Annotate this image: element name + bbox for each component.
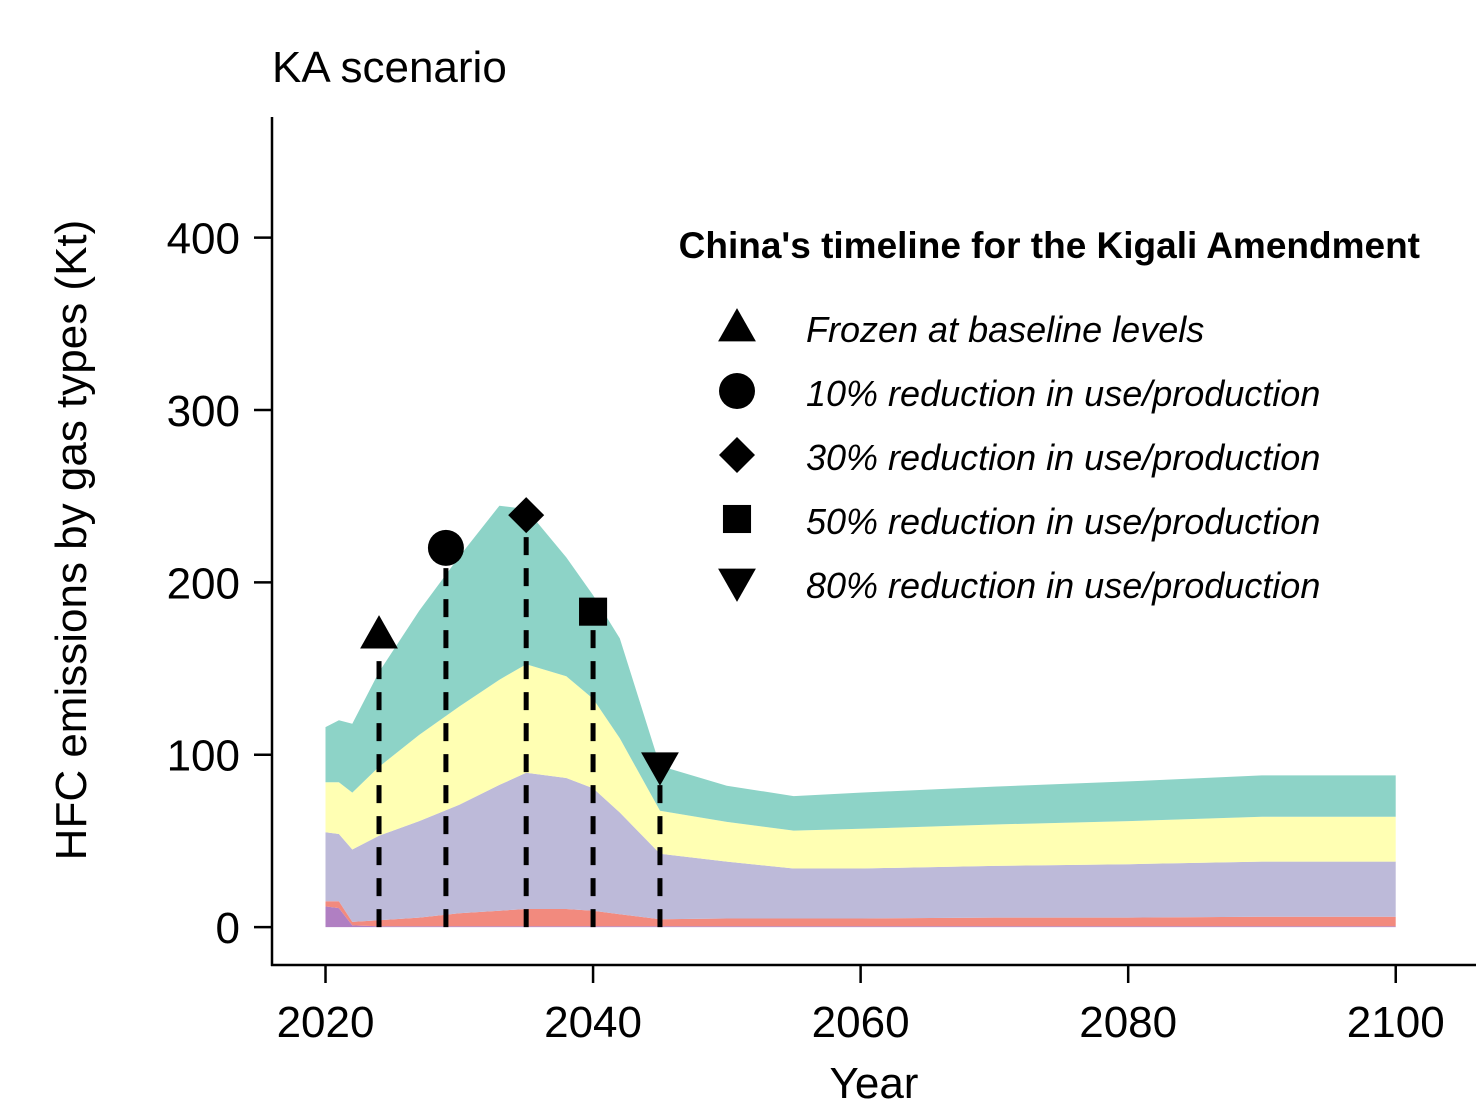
legend-item-label: 30% reduction in use/production	[806, 437, 1320, 478]
legend-marker-diamond	[719, 437, 755, 473]
y-tick-label: 0	[216, 904, 240, 953]
timeline-marker-square	[579, 597, 608, 626]
y-axis-ticks: 0 100 200 300 400	[167, 215, 272, 953]
x-tick-label: 2080	[1079, 998, 1177, 1047]
legend-item-label: 10% reduction in use/production	[806, 373, 1320, 414]
legend-item-label: Frozen at baseline levels	[806, 309, 1204, 350]
legend-marker-triangle-up	[718, 308, 756, 342]
timeline-marker-diamond	[508, 497, 545, 534]
area-series-5	[325, 505, 1396, 831]
chart-title: KA scenario	[272, 43, 507, 92]
y-tick-label: 200	[167, 559, 240, 608]
y-tick-label: 400	[167, 215, 240, 264]
timeline-dashed-lines	[376, 515, 663, 928]
x-tick-label: 2040	[544, 998, 642, 1047]
x-tick-label: 2060	[812, 998, 910, 1047]
legend-items: Frozen at baseline levels 10% reduction i…	[718, 308, 1320, 606]
y-tick-label: 100	[167, 732, 240, 781]
y-axis-label: HFC emissions by gas types (Kt)	[47, 220, 96, 861]
timeline-marker-triangle-down	[641, 752, 679, 786]
timeline-marker-triangle-up	[360, 615, 398, 649]
legend-item-label: 80% reduction in use/production	[806, 565, 1320, 606]
x-axis-ticks: 2020 2040 2060 2080 2100	[277, 965, 1445, 1047]
timeline-marker-circle	[427, 529, 464, 566]
x-tick-label: 2100	[1347, 998, 1445, 1047]
x-tick-label: 2020	[277, 998, 375, 1047]
area-series-4	[325, 664, 1396, 869]
legend-marker-triangle-down	[718, 568, 756, 602]
timeline-legend: China's timeline for the Kigali Amendmen…	[679, 225, 1420, 606]
timeline-markers	[360, 497, 679, 786]
legend-marker-circle	[719, 373, 755, 409]
legend-title: China's timeline for the Kigali Amendmen…	[679, 225, 1420, 266]
y-tick-label: 300	[167, 387, 240, 436]
x-axis-label: Year	[830, 1059, 919, 1108]
legend-item-label: 50% reduction in use/production	[806, 501, 1320, 542]
legend-marker-square	[722, 504, 752, 534]
